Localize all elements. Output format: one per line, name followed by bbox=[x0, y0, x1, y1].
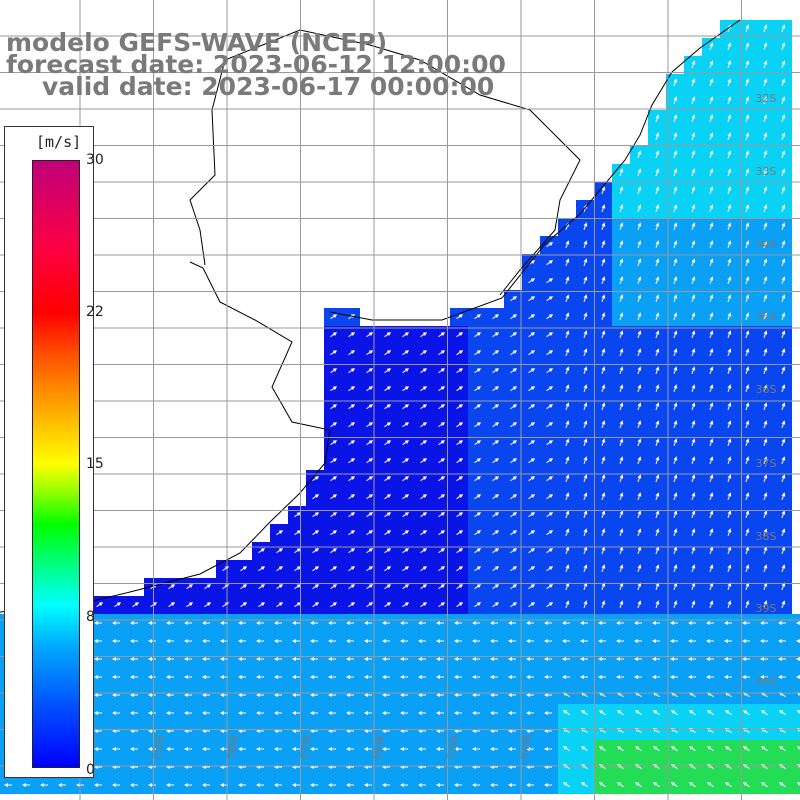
wind-speed-cell bbox=[792, 722, 800, 740]
latitude-label: 33S bbox=[756, 165, 777, 178]
latitude-label: 36S bbox=[756, 383, 777, 396]
colorbar-tick-label: 15 bbox=[86, 456, 104, 472]
latitude-label: 37S bbox=[756, 457, 777, 470]
colorbar-tick-label: 0 bbox=[86, 762, 95, 778]
latitude-label: 38S bbox=[756, 530, 777, 543]
latitude-label: 35S bbox=[756, 310, 777, 323]
latitude-label: 39S bbox=[756, 602, 777, 615]
wind-speed-cell bbox=[792, 740, 800, 758]
wind-speed-cell bbox=[792, 776, 800, 794]
wind-speed-cell bbox=[792, 686, 800, 704]
latitude-label: 32S bbox=[756, 92, 777, 105]
latitude-label: 34S bbox=[756, 238, 777, 251]
colorbar-tick-label: 22 bbox=[86, 304, 104, 320]
colorbar-tick-label: 30 bbox=[86, 152, 104, 168]
wind-speed-cell bbox=[792, 758, 800, 776]
colorbar bbox=[32, 160, 80, 768]
colorbar-tick-label: 8 bbox=[86, 609, 95, 625]
latitude-label: 40S bbox=[756, 675, 777, 688]
wind-speed-field bbox=[0, 20, 800, 794]
colorbar-unit: [m/s] bbox=[34, 133, 84, 151]
valid-date: valid date: 2023-06-17 00:00:00 bbox=[42, 72, 495, 101]
wind-speed-cell bbox=[792, 704, 800, 722]
